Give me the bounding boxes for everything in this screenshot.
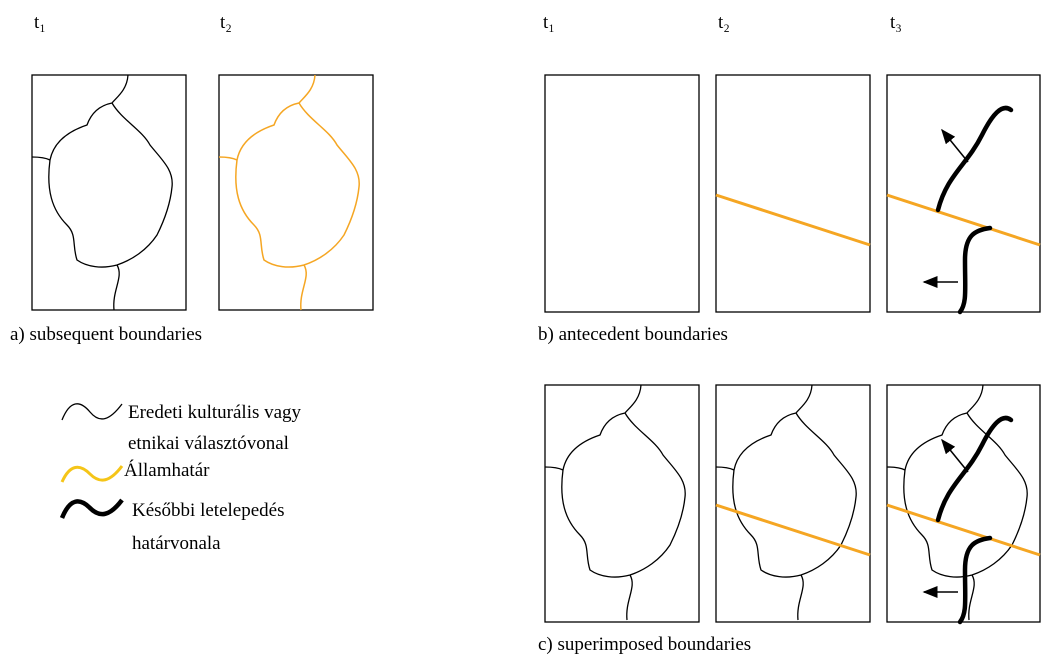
- arrow: [941, 438, 969, 473]
- legend-swatch: [59, 498, 124, 519]
- frame: [218, 74, 374, 311]
- time-label: t₁: [34, 12, 46, 33]
- frame: [715, 384, 871, 623]
- state-boundary: [715, 193, 871, 247]
- legend-label: etnikai választóvonal: [128, 433, 289, 454]
- state-boundary: [715, 503, 871, 557]
- frame: [715, 74, 871, 313]
- time-label: t₁: [543, 12, 555, 33]
- legend-label: Későbbi letelepedés: [132, 500, 284, 521]
- legend-label: Eredeti kulturális vagy: [128, 402, 302, 423]
- frame: [886, 74, 1041, 313]
- arrow: [941, 128, 969, 163]
- time-label: t₃: [890, 12, 902, 33]
- caption: a) subsequent boundaries: [10, 324, 202, 345]
- state-boundary: [886, 503, 1041, 557]
- caption: c) superimposed boundaries: [538, 634, 751, 655]
- legend-label: Államhatár: [124, 459, 210, 481]
- frame: [544, 74, 700, 313]
- legend-swatch: [61, 403, 123, 421]
- caption: b) antecedent boundaries: [538, 324, 728, 345]
- time-label: t₂: [718, 12, 730, 33]
- frame: [544, 384, 700, 623]
- legend-label: határvonala: [132, 533, 221, 554]
- state-boundary: [886, 193, 1041, 247]
- legend-swatch: [60, 465, 124, 483]
- time-label: t₂: [220, 12, 232, 33]
- frame: [31, 74, 187, 311]
